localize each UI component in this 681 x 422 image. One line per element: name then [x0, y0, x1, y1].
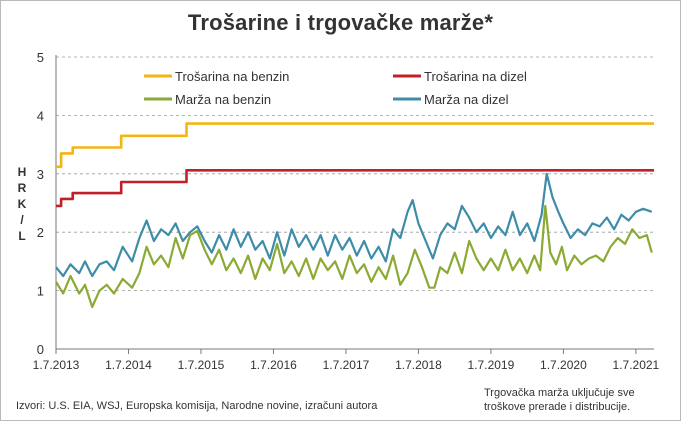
y-axis-label-char: L	[18, 229, 25, 243]
gridlines	[56, 56, 654, 292]
source-text: Izvori: U.S. EIA, WSJ, Europska komisija…	[16, 400, 378, 412]
y-axis-label-char: H	[18, 165, 27, 179]
x-tick-label: 1.7.2021	[613, 358, 660, 372]
x-tick-label: 1.7.2013	[33, 358, 80, 372]
series-lines	[55, 122, 654, 309]
legend-label: Trošarina na dizel	[424, 69, 527, 84]
y-tick-label: 4	[37, 108, 44, 123]
legend-label: Marža na dizel	[424, 92, 509, 107]
x-tick-label: 1.7.2019	[468, 358, 515, 372]
series-line-mar-a-na-benzin	[55, 204, 653, 309]
y-tick-label: 1	[37, 284, 44, 299]
x-tick-label: 1.7.2016	[250, 358, 297, 372]
footnote-text: Trgovačka marža uključuje sve troškove p…	[484, 387, 635, 413]
y-tick-label: 2	[37, 225, 44, 240]
series-line-tro-arina-na-dizel	[56, 169, 654, 208]
y-tick-label: 0	[37, 342, 44, 357]
y-axis-label-char: K	[18, 197, 27, 211]
y-tick-label: 3	[37, 167, 44, 182]
x-tick-label: 1.7.2018	[395, 358, 442, 372]
series-line-tro-arina-na-benzin	[56, 122, 654, 169]
x-tick-label: 1.7.2015	[178, 358, 225, 372]
y-axis-label-char: R	[18, 181, 27, 195]
y-axis-label-char: /	[20, 213, 24, 227]
legend-label: Trošarina na benzin	[175, 69, 289, 84]
series-line-mar-a-na-dizel	[55, 172, 653, 278]
axes: 0 1 2 3 4 5 HRK / L 1.7.2013 1.7.2014 1.7.2015 1.7.2…	[18, 50, 660, 372]
x-tick-label: 1.7.2017	[323, 358, 370, 372]
x-tick-label: 1.7.2020	[540, 358, 587, 372]
y-tick-label: 5	[37, 50, 44, 65]
legend-label: Marža na benzin	[175, 92, 271, 107]
legend: Trošarina na benzin Trošarina na dizel Mar…	[144, 69, 527, 107]
chart-title: Trošarine i trgovačke marže*	[187, 10, 494, 35]
x-tick-label: 1.7.2014	[105, 358, 152, 372]
